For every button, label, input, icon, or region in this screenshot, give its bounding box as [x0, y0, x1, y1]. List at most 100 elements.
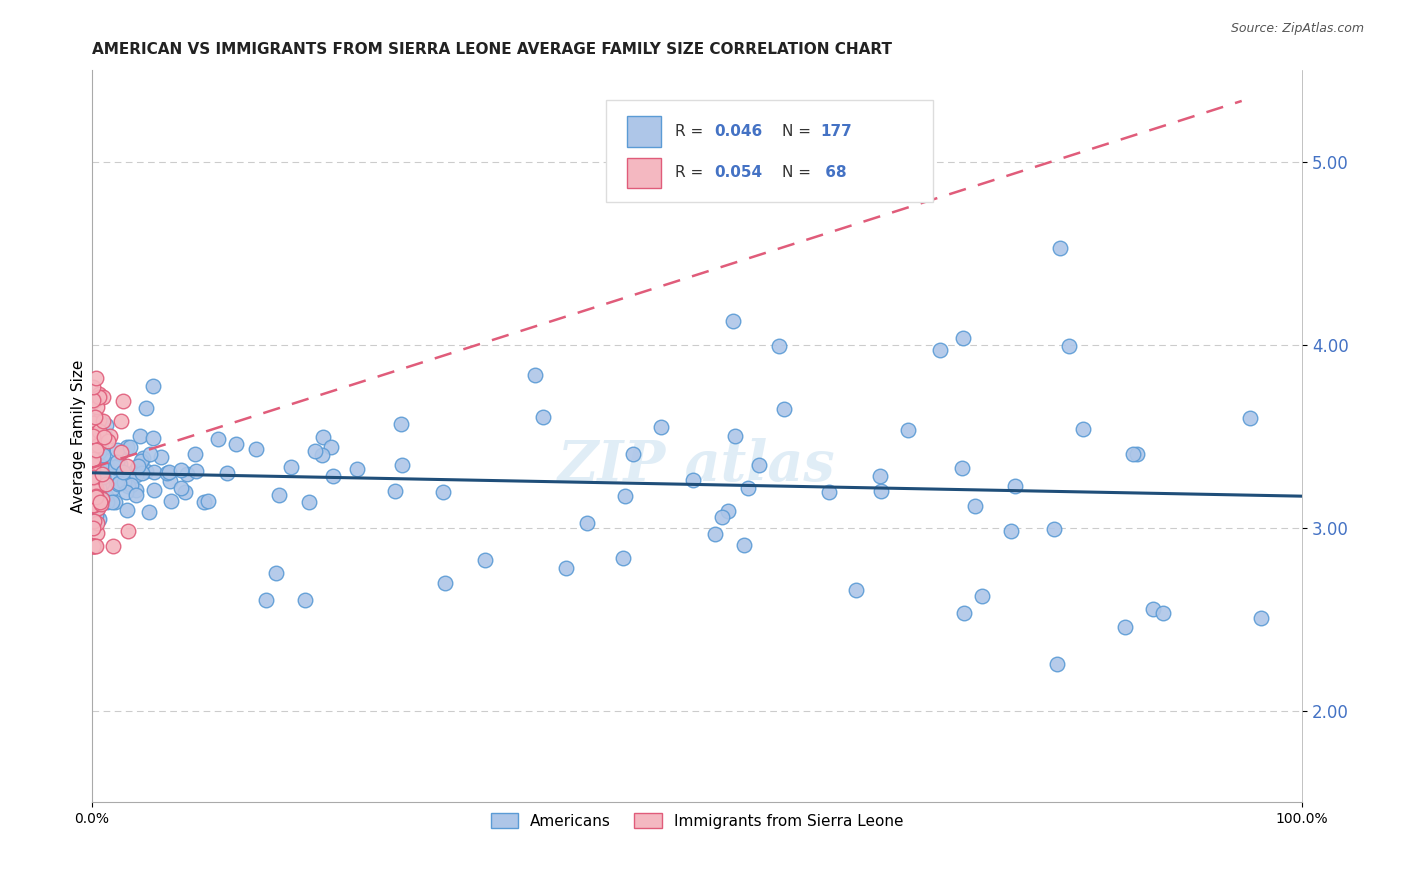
Point	[80, 458, 103, 473]
Text: ZIP atlas: ZIP atlas	[558, 438, 835, 493]
Point	[869, 483, 891, 498]
Point	[972, 590, 994, 604]
Point	[112, 393, 135, 408]
Point	[721, 314, 744, 328]
Point	[82, 470, 104, 484]
Point	[80, 483, 103, 498]
Point	[115, 459, 138, 474]
FancyBboxPatch shape	[606, 100, 934, 202]
Point	[90, 495, 112, 509]
Point	[384, 483, 406, 498]
Point	[82, 455, 104, 469]
Point	[1004, 479, 1026, 493]
Point	[952, 606, 974, 620]
Point	[103, 539, 125, 553]
Point	[173, 485, 195, 500]
Point	[117, 524, 139, 538]
Point	[82, 459, 104, 474]
Point	[138, 505, 160, 519]
Point	[612, 551, 634, 566]
Point	[623, 447, 645, 461]
Point	[90, 459, 112, 474]
Point	[125, 483, 148, 498]
Text: R =: R =	[675, 165, 709, 180]
Point	[264, 566, 287, 580]
Point	[184, 447, 207, 461]
Point	[82, 427, 104, 442]
Point	[82, 477, 104, 491]
Point	[155, 466, 177, 480]
Point	[104, 494, 127, 508]
Point	[83, 514, 105, 528]
Point	[711, 510, 734, 524]
Point	[91, 413, 114, 427]
Point	[83, 483, 105, 498]
Point	[952, 331, 974, 345]
Point	[101, 495, 124, 509]
Point	[83, 409, 105, 424]
Point	[80, 463, 103, 477]
Point	[80, 475, 103, 490]
Text: 177: 177	[821, 124, 852, 138]
Point	[614, 490, 637, 504]
Point	[280, 459, 302, 474]
Point	[101, 482, 124, 496]
Point	[98, 429, 121, 443]
Point	[311, 448, 333, 462]
Point	[105, 442, 128, 457]
Point	[84, 370, 107, 384]
Point	[773, 401, 796, 416]
Point	[124, 464, 146, 478]
Point	[82, 429, 104, 443]
Point	[86, 516, 108, 530]
Point	[82, 433, 104, 447]
Point	[82, 467, 104, 481]
Point	[84, 491, 107, 505]
Point	[1122, 447, 1144, 461]
Point	[118, 440, 141, 454]
Point	[107, 477, 129, 491]
Point	[83, 470, 105, 484]
Point	[193, 495, 215, 509]
Point	[80, 440, 103, 454]
Point	[1071, 422, 1094, 436]
Point	[86, 430, 108, 444]
Point	[389, 417, 412, 431]
Point	[524, 368, 547, 382]
Point	[1000, 524, 1022, 538]
Point	[91, 470, 114, 484]
Point	[94, 429, 117, 443]
Point	[83, 417, 105, 432]
FancyBboxPatch shape	[627, 158, 661, 188]
Point	[950, 461, 973, 475]
Point	[82, 481, 104, 495]
Text: 0.046: 0.046	[714, 124, 762, 138]
Point	[90, 465, 112, 479]
Point	[391, 458, 413, 472]
Point	[432, 485, 454, 500]
Point	[80, 469, 103, 483]
Point	[650, 420, 672, 434]
Y-axis label: Average Family Size: Average Family Size	[72, 359, 86, 513]
Point	[294, 593, 316, 607]
Point	[125, 468, 148, 483]
Point	[84, 489, 107, 503]
Point	[110, 457, 132, 471]
Point	[80, 483, 103, 497]
Point	[89, 481, 111, 495]
Point	[170, 481, 193, 495]
Point	[82, 458, 104, 472]
Point	[90, 475, 112, 490]
Point	[82, 424, 104, 438]
Point	[115, 503, 138, 517]
Point	[84, 483, 107, 497]
Point	[82, 437, 104, 451]
Point	[124, 488, 146, 502]
Point	[225, 436, 247, 450]
Point	[84, 443, 107, 458]
Point	[112, 465, 135, 479]
Point	[131, 466, 153, 480]
Point	[84, 481, 107, 495]
Point	[82, 476, 104, 491]
Point	[82, 499, 104, 513]
